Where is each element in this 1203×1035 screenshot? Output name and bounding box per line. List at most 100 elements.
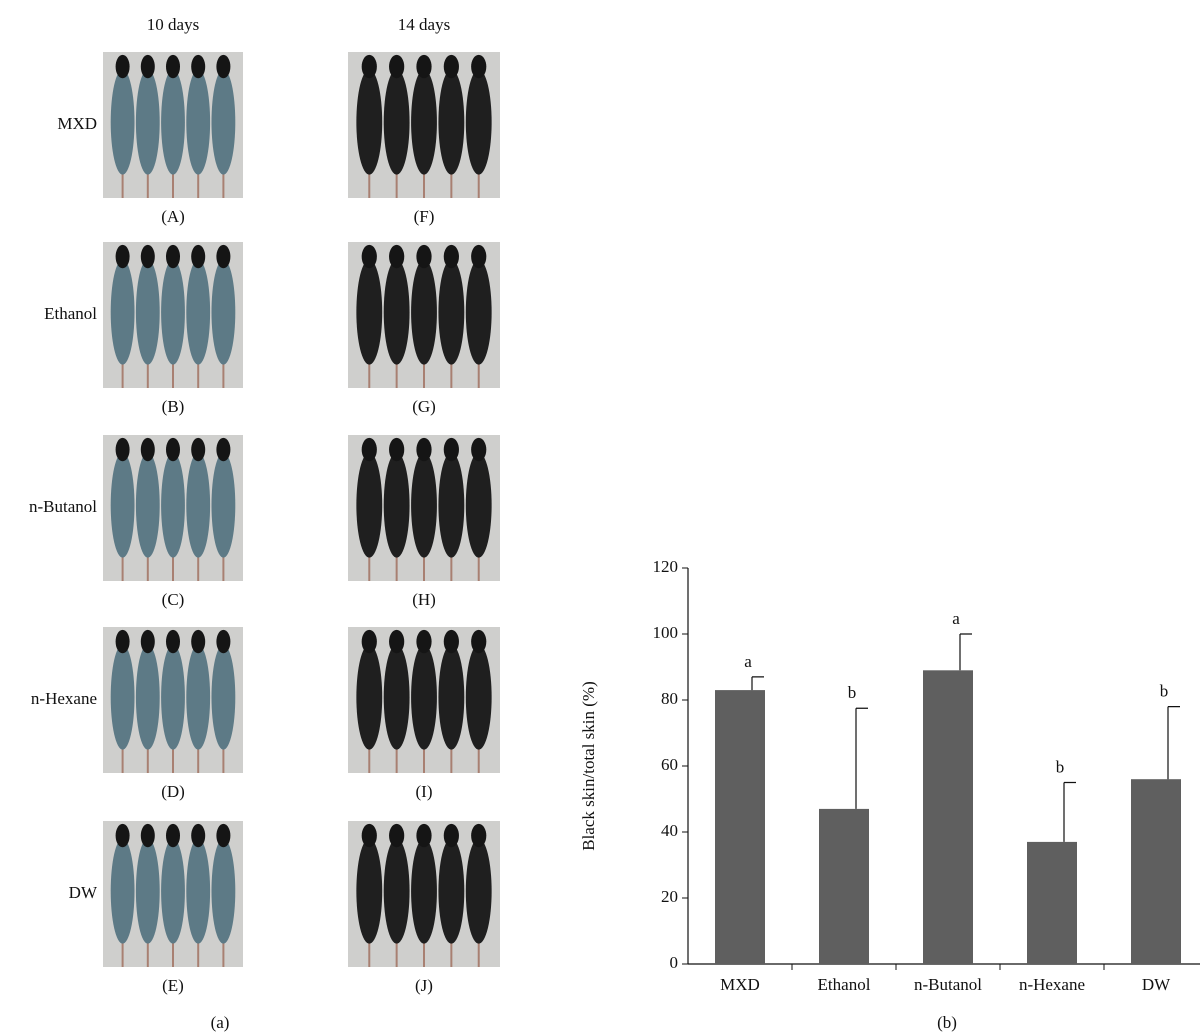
mouse-body <box>465 259 492 365</box>
mouse-body <box>438 452 465 558</box>
x-tick-label: n-Butanol <box>914 975 982 994</box>
error-bar <box>1167 706 1180 780</box>
mouse-head <box>416 823 432 848</box>
mouse-body <box>186 259 211 365</box>
error-bar <box>1063 781 1076 842</box>
y-tick-label: 20 <box>661 887 678 906</box>
mouse-head <box>416 629 432 654</box>
mouse-body <box>411 644 437 750</box>
mouse-head <box>361 823 377 848</box>
photo-label: (H) <box>412 590 436 609</box>
photo-label: (J) <box>415 976 433 995</box>
mouse-body <box>186 644 211 750</box>
mouse-body <box>465 69 492 175</box>
mouse-head <box>389 437 405 462</box>
mouse-body <box>135 838 160 944</box>
mouse-body <box>161 838 185 944</box>
mouse-head <box>389 54 405 79</box>
mouse-head <box>216 437 231 462</box>
mouse-body <box>411 452 437 558</box>
mouse-body <box>186 838 211 944</box>
mouse-head <box>471 437 487 462</box>
panel-caption: (a) <box>211 1013 230 1032</box>
row-label: DW <box>69 883 98 902</box>
photo-label: (A) <box>161 207 185 226</box>
mouse-head <box>361 54 377 79</box>
mouse-body <box>161 69 185 175</box>
mouse-head <box>140 823 155 848</box>
mouse-body <box>135 644 160 750</box>
mouse-body <box>438 838 465 944</box>
significance-label: a <box>744 652 752 671</box>
mouse-head <box>191 437 206 462</box>
mouse-head <box>166 54 180 79</box>
x-tick-label: n-Hexane <box>1019 975 1085 994</box>
mouse-head <box>471 823 487 848</box>
mouse-head <box>471 54 487 79</box>
mouse-head <box>361 629 377 654</box>
mouse-head <box>216 629 231 654</box>
mouse-head <box>443 54 459 79</box>
mouse-head <box>216 823 231 848</box>
mouse-body <box>438 69 465 175</box>
mouse-body <box>411 259 437 365</box>
mouse-head <box>140 437 155 462</box>
x-tick-label: Ethanol <box>818 975 871 994</box>
mouse-head <box>361 244 377 269</box>
mouse-body <box>161 259 185 365</box>
y-tick-label: 100 <box>653 623 679 642</box>
mouse-body <box>383 838 410 944</box>
mouse-body <box>356 69 383 175</box>
mouse-head <box>191 823 206 848</box>
photo-label: (C) <box>162 590 185 609</box>
mouse-body <box>465 838 492 944</box>
mouse-body <box>186 452 211 558</box>
error-bar <box>855 707 868 809</box>
significance-label: b <box>848 683 857 702</box>
mouse-head <box>166 437 180 462</box>
mouse-body <box>161 452 185 558</box>
x-tick-label: DW <box>1142 975 1171 994</box>
mouse-head <box>115 244 130 269</box>
photo-label: (D) <box>161 782 185 801</box>
mouse-head <box>471 629 487 654</box>
mouse-body <box>356 452 383 558</box>
error-bar <box>751 676 764 691</box>
bar <box>1027 841 1077 964</box>
row-label: n-Butanol <box>29 497 97 516</box>
y-tick-label: 120 <box>653 557 679 576</box>
bar <box>1131 779 1181 964</box>
y-axis-label: Black skin/total skin (%) <box>579 681 598 851</box>
mouse-body <box>211 69 236 175</box>
photo-label: (G) <box>412 397 436 416</box>
significance-label: b <box>1056 757 1065 776</box>
mouse-head <box>115 823 130 848</box>
mouse-body <box>383 259 410 365</box>
mouse-head <box>191 54 206 79</box>
mouse-head <box>115 629 130 654</box>
mouse-body <box>438 259 465 365</box>
mouse-body <box>383 69 410 175</box>
mouse-body <box>110 838 135 944</box>
mouse-body <box>211 259 236 365</box>
mouse-head <box>416 54 432 79</box>
mouse-body <box>110 259 135 365</box>
mouse-head <box>191 244 206 269</box>
mouse-head <box>443 823 459 848</box>
mouse-body <box>110 452 135 558</box>
mouse-head <box>115 54 130 79</box>
photo-label: (E) <box>162 976 184 995</box>
mouse-head <box>166 629 180 654</box>
mouse-body <box>465 644 492 750</box>
mouse-body <box>465 452 492 558</box>
column-title: 14 days <box>398 15 450 34</box>
mouse-head <box>416 437 432 462</box>
mouse-head <box>140 629 155 654</box>
y-tick-label: 40 <box>661 821 678 840</box>
error-bar <box>959 633 972 671</box>
photo-label: (F) <box>414 207 435 226</box>
mouse-body <box>211 838 236 944</box>
mouse-head <box>140 244 155 269</box>
bar <box>923 670 973 964</box>
